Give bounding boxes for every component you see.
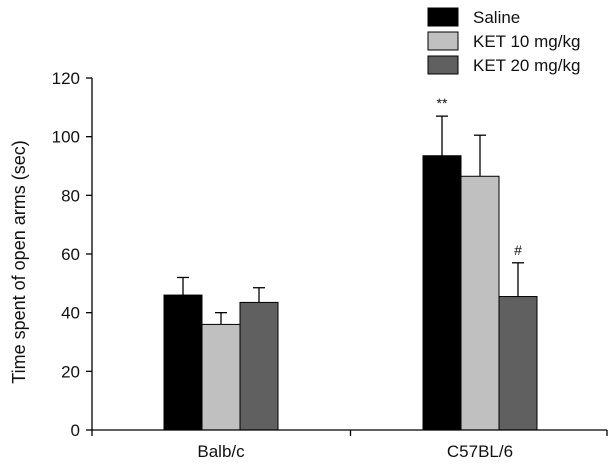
labels-layer: ** #0 20 40 60 80 100 120 Balb/c C57BL/6 Time spen… xyxy=(9,69,522,461)
bar-ket-10-mg-kg-c57bl-6 xyxy=(460,175,500,431)
significance-label: ** xyxy=(437,95,448,111)
bar-saline-c57bl-6 xyxy=(422,155,462,431)
legend-swatch-saline xyxy=(427,7,459,27)
bar-ket-20-mg-kg-c57bl-6 xyxy=(498,296,538,431)
y-tick-label: 80 xyxy=(61,186,80,205)
legend-swatch-ket-10-mg-kg xyxy=(427,31,459,51)
legend: Saline KET 10 mg/kg KET 20 mg/kg xyxy=(427,7,580,75)
legend-label-ket-10-mg-kg: KET 10 mg/kg xyxy=(473,32,580,51)
y-axis-title: Time spent of open arms (sec) xyxy=(9,140,29,383)
y-tick-label: 100 xyxy=(52,128,80,147)
x-category-label: C57BL/6 xyxy=(447,442,513,461)
bar-ket-20-mg-kg-balb-c xyxy=(239,301,279,431)
y-tick-label: 60 xyxy=(61,245,80,264)
axes-layer xyxy=(86,77,608,436)
legend-label-ket-20-mg-kg: KET 20 mg/kg xyxy=(473,56,580,75)
legend-swatch-ket-20-mg-kg xyxy=(427,55,459,75)
y-tick-label: 120 xyxy=(52,69,80,88)
bar-saline-balb-c xyxy=(163,294,203,431)
bar-ket-10-mg-kg-balb-c xyxy=(201,323,241,431)
y-tick-label: 40 xyxy=(61,304,80,323)
legend-label-saline: Saline xyxy=(473,8,520,27)
y-tick-label: 20 xyxy=(61,362,80,381)
y-tick-label: 0 xyxy=(71,421,80,440)
bars-layer xyxy=(163,115,538,431)
x-category-label: Balb/c xyxy=(197,442,245,461)
significance-label: # xyxy=(514,242,522,258)
